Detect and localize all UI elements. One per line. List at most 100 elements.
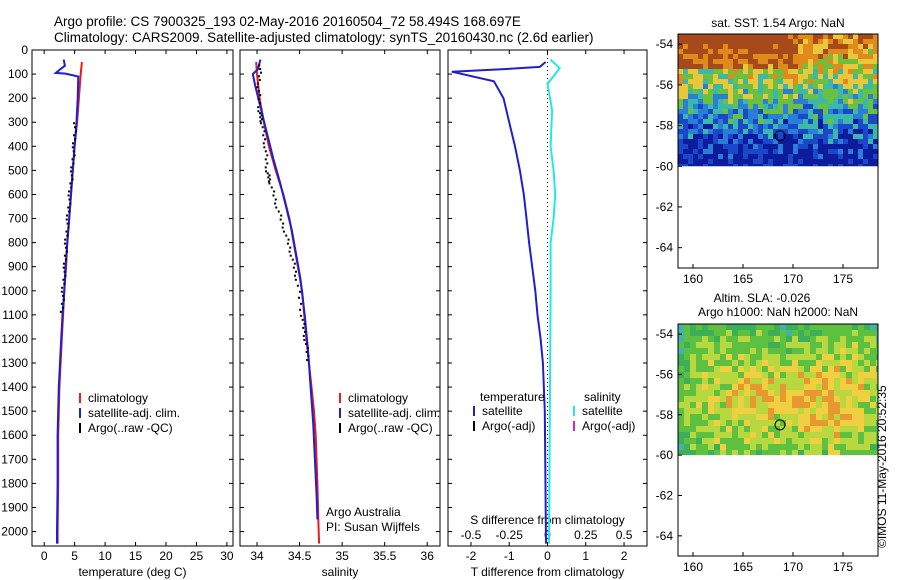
y-tick-label: 1600: [1, 428, 28, 442]
map-cell: [810, 354, 816, 360]
map-cell: [774, 324, 780, 330]
map-cell: [763, 64, 768, 69]
map-cell: [702, 450, 708, 456]
map-cell: [798, 129, 803, 134]
map-cell: [728, 74, 733, 79]
map-cell: [753, 49, 758, 54]
argo-point: [72, 150, 75, 153]
map-cell: [738, 164, 743, 167]
map-cell: [846, 366, 852, 372]
map-cell: [762, 432, 768, 438]
argo-point: [64, 274, 67, 277]
map-cell: [846, 426, 852, 432]
map-cell: [678, 159, 683, 164]
map-cell: [703, 104, 708, 109]
map-cell: [744, 330, 750, 336]
map-cell: [873, 54, 878, 59]
map-cell: [823, 64, 828, 69]
map-cell: [818, 144, 823, 149]
map-cell: [876, 342, 878, 348]
map-cell: [828, 396, 834, 402]
map-cell: [828, 114, 833, 119]
map-cell: [720, 438, 726, 444]
map-cell: [823, 49, 828, 54]
map-cell: [876, 426, 878, 432]
map-cell: [768, 44, 773, 49]
map-cell: [708, 432, 714, 438]
map-cell: [702, 330, 708, 336]
map-cell: [816, 336, 822, 342]
chart-title-line1: Argo profile: CS 7900325_193 02-May-2016…: [54, 14, 521, 29]
map-cell: [818, 39, 823, 44]
map-cell: [833, 89, 838, 94]
argo-point: [67, 206, 70, 209]
map-cell: [728, 134, 733, 139]
map-cell: [702, 420, 708, 426]
chart-title-line2: Climatology: CARS2009. Satellite-adjuste…: [54, 30, 594, 45]
map-cell: [688, 39, 693, 44]
map-cell: [698, 134, 703, 139]
map-cell: [780, 354, 786, 360]
map-cell: [732, 342, 738, 348]
argo-point: [75, 130, 78, 133]
map-cell: [748, 49, 753, 54]
argo-point: [63, 242, 66, 245]
map-cell: [778, 124, 783, 129]
map-cell: [792, 384, 798, 390]
map-cell: [834, 360, 840, 366]
map-cell: [733, 114, 738, 119]
map-cell: [822, 360, 828, 366]
map-cell: [864, 420, 870, 426]
map-cell: [702, 390, 708, 396]
map-cell: [703, 109, 708, 114]
map-cell: [678, 324, 684, 330]
map-cell: [858, 54, 863, 59]
y-tick-label: 400: [8, 139, 28, 153]
map-cell: [803, 139, 808, 144]
map-cell: [788, 69, 793, 74]
argo-point: [307, 354, 310, 357]
argo-point: [282, 230, 285, 233]
map-cell: [783, 114, 788, 119]
map-cell: [863, 139, 868, 144]
map-cell: [798, 390, 804, 396]
map-cell: [783, 109, 788, 114]
map-cell: [823, 39, 828, 44]
map-cell: [793, 94, 798, 99]
map-cell: [788, 79, 793, 84]
map-cell: [756, 372, 762, 378]
map-cell: [876, 420, 878, 426]
map-cell: [733, 129, 738, 134]
map-cell: [763, 69, 768, 74]
map-cell: [693, 114, 698, 119]
map-cell: [738, 324, 744, 330]
map-cell: [726, 408, 732, 414]
x-tick-label: 30: [220, 549, 234, 563]
argo-point: [73, 122, 76, 125]
map-cell: [723, 59, 728, 64]
map-cell: [833, 159, 838, 164]
map-cell: [823, 44, 828, 49]
map-cell: [864, 324, 870, 330]
map-cell: [810, 450, 816, 456]
map-cell: [753, 119, 758, 124]
map-cell: [714, 354, 720, 360]
map-cell: [810, 402, 816, 408]
map-cell: [810, 408, 816, 414]
map-cell: [708, 438, 714, 444]
map-cell: [726, 450, 732, 456]
map-cell: [822, 444, 828, 450]
map-cell: [684, 438, 690, 444]
map-cell: [723, 69, 728, 74]
map-cell: [714, 450, 720, 456]
map-cell: [788, 59, 793, 64]
map-cell: [703, 149, 708, 154]
map-cell: [778, 69, 783, 74]
map-cell: [762, 342, 768, 348]
map-cell: [810, 342, 816, 348]
map-cell: [786, 444, 792, 450]
map-cell: [852, 366, 858, 372]
map-cell: [684, 408, 690, 414]
map-cell: [828, 69, 833, 74]
